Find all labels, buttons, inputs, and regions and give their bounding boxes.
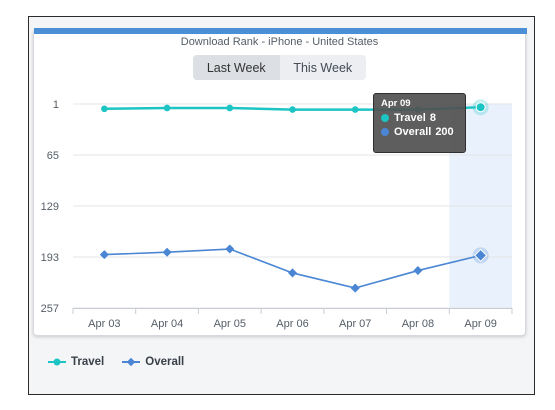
y-tick-label: 257 [41,303,59,315]
y-tick-label: 65 [47,150,59,162]
data-point-travel [163,104,171,112]
chart-card: Download Rank - iPhone - United States L… [33,29,526,336]
x-tick-label: Apr 06 [276,318,308,330]
y-tick-label: 129 [41,201,59,213]
legend-travel-marker-icon [48,358,66,366]
toggle-this-week[interactable]: This Week [293,60,353,75]
legend-travel-label: Travel [71,356,105,368]
x-tick-label: Apr 03 [88,318,120,330]
x-tick-label: Apr 08 [402,318,434,330]
data-point-overall [473,248,488,263]
tooltip-travel-value: 8 [429,112,436,124]
data-point-travel [289,106,296,113]
x-tick-label: Apr 04 [151,318,183,330]
legend-item-overall[interactable]: Overall [122,356,184,368]
data-point-overall [99,250,109,260]
tooltip-travel-label: Travel [394,112,426,124]
toggle-last-week[interactable]: Last Week [193,55,280,80]
y-tick-label: 1 [53,99,59,111]
chart-tooltip: Apr 09 Travel 8 Overall 200 [373,93,466,153]
x-tick-label: Apr 05 [214,318,246,330]
y-tick-label: 193 [41,252,59,264]
data-point-overall [413,266,423,276]
tooltip-date: Apr 09 [381,98,411,109]
tooltip-overall-value: 200 [435,126,454,138]
legend-overall-marker-icon [122,357,141,367]
overall-dot-icon [381,128,389,136]
data-point-travel [351,106,359,113]
data-point-travel [475,102,486,113]
legend-item-travel[interactable]: Travel [48,356,104,368]
x-tick-label: Apr 09 [464,318,496,330]
tooltip-row-overall: Overall 200 [381,126,458,138]
data-point-overall [225,244,235,254]
travel-dot-icon [381,114,389,122]
data-point-overall [350,283,360,293]
tooltip-overall-label: Overall [394,126,432,138]
chart-title: Download Rank - iPhone - United States [180,36,379,48]
card-top-accent [34,28,527,34]
tooltip-row-travel: Travel 8 [381,112,458,124]
chart-legend: Travel Overall [48,356,184,368]
data-point-travel [226,104,234,112]
data-point-overall [287,268,298,278]
period-toggle[interactable]: Last Week This Week [193,55,366,80]
x-tick-label: Apr 07 [339,318,371,330]
data-point-overall [162,247,172,257]
legend-overall-label: Overall [145,356,185,368]
data-point-travel [101,105,108,113]
